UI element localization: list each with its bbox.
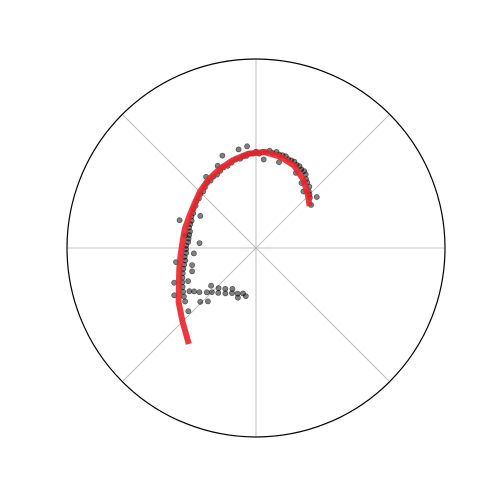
polar-frame <box>66 58 446 438</box>
spoke-135 <box>122 114 257 249</box>
data-point <box>313 194 320 200</box>
data-point <box>189 268 195 275</box>
data-point <box>242 293 249 299</box>
data-point <box>182 298 188 305</box>
data-point <box>215 285 222 291</box>
data-point <box>203 289 210 296</box>
spoke-315 <box>255 247 390 382</box>
data-point <box>276 159 282 166</box>
data-point <box>229 285 236 292</box>
data-point <box>219 152 226 159</box>
data-point <box>208 282 214 289</box>
data-point <box>260 156 267 163</box>
data-point <box>244 143 250 150</box>
data-point <box>190 250 197 257</box>
data-point <box>185 278 191 284</box>
data-point <box>185 308 192 315</box>
data-point <box>189 262 195 268</box>
data-point <box>196 289 203 296</box>
fit-curve-layer <box>175 149 313 345</box>
data-point <box>208 289 215 295</box>
data-point <box>180 293 187 300</box>
polar-grid <box>67 59 445 437</box>
data-point <box>235 146 242 153</box>
spoke-225 <box>122 247 257 382</box>
data-point <box>197 212 204 219</box>
data-point <box>196 240 203 246</box>
data-point <box>222 285 229 292</box>
data-point <box>215 289 222 296</box>
data-point <box>197 298 204 305</box>
data-point <box>204 298 211 305</box>
fit-curve <box>175 149 313 345</box>
data-point <box>234 294 241 301</box>
data-point <box>191 288 197 295</box>
spoke-45 <box>255 114 390 249</box>
data-point <box>176 217 183 224</box>
